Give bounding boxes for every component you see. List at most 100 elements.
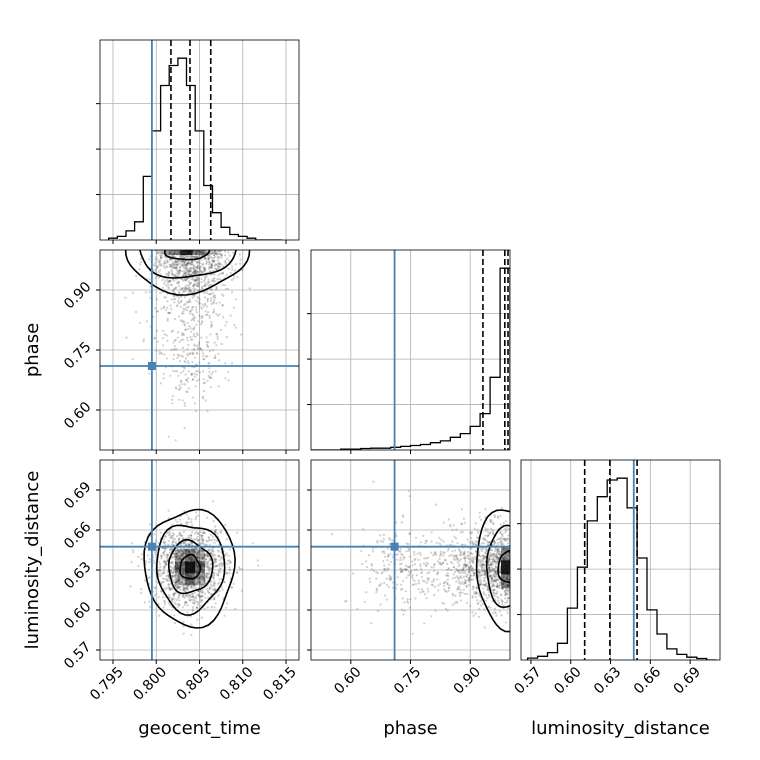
scatter-point [194, 280, 197, 283]
scatter-point [199, 591, 202, 594]
scatter-point [187, 301, 190, 304]
scatter-point [203, 296, 206, 299]
scatter-point [420, 575, 423, 578]
scatter-point [167, 517, 171, 520]
scatter-point [171, 597, 174, 600]
scatter-panel-geocent_time-luminosity_distance [96, 459, 300, 664]
scatter-point [199, 580, 202, 583]
scatter-point [453, 535, 456, 538]
scatter-point [407, 549, 410, 553]
scatter-point [197, 250, 200, 253]
scatter-point [186, 336, 189, 339]
scatter-point [195, 597, 198, 600]
scatter-point [192, 287, 195, 290]
scatter-point [201, 556, 204, 559]
scatter-point [147, 561, 150, 564]
scatter-point [180, 339, 183, 342]
scatter-point [458, 592, 461, 595]
scatter-point [192, 267, 195, 270]
scatter-point [186, 262, 189, 265]
scatter-point [168, 551, 172, 554]
scatter-point [186, 264, 189, 267]
scatter-point [200, 575, 203, 578]
scatter-point [190, 263, 193, 266]
scatter-point [491, 563, 494, 566]
scatter-point [174, 266, 177, 269]
scatter-point [452, 566, 455, 569]
scatter-point [188, 262, 191, 265]
scatter-point [233, 269, 236, 272]
scatter-point [207, 267, 210, 270]
scatter-point [505, 576, 508, 579]
scatter-point [166, 253, 169, 256]
scatter-point [464, 578, 467, 582]
scatter-point [440, 563, 443, 566]
scatter-point [191, 276, 194, 280]
scatter-point [181, 333, 185, 336]
scatter-point [163, 560, 166, 563]
scatter-point [197, 271, 200, 274]
scatter-point [494, 562, 497, 566]
scatter-point [489, 549, 492, 552]
scatter-point [420, 588, 423, 591]
scatter-point [166, 570, 169, 574]
scatter-point [197, 378, 200, 381]
scatter-point [240, 589, 243, 592]
scatter-point [478, 554, 481, 557]
scatter-point [484, 534, 487, 537]
scatter-point [432, 579, 435, 582]
scatter-point [172, 348, 175, 351]
scatter-point [196, 606, 199, 610]
scatter-point [493, 595, 496, 598]
scatter-point [213, 589, 216, 592]
scatter-point [427, 590, 430, 593]
scatter-point [193, 256, 196, 259]
scatter-point [173, 264, 176, 267]
scatter-point [166, 300, 169, 303]
scatter-point [194, 547, 197, 550]
scatter-point [452, 566, 456, 569]
scatter-point [484, 594, 487, 597]
scatter-point [163, 565, 166, 568]
scatter-point [461, 531, 464, 534]
scatter-point [486, 534, 489, 537]
scatter-point [198, 576, 202, 579]
scatter-point [159, 531, 162, 534]
scatter-point [203, 554, 206, 557]
scatter-point [171, 575, 174, 579]
scatter-point [166, 555, 169, 558]
scatter-point [470, 569, 474, 573]
scatter-point [206, 355, 209, 358]
scatter-point [206, 572, 209, 575]
scatter-point [212, 550, 215, 553]
scatter-point [430, 583, 433, 586]
scatter-point [389, 576, 392, 579]
scatter-point [175, 272, 178, 275]
scatter-point [198, 548, 201, 551]
scatter-point [495, 560, 498, 563]
scatter-point [162, 541, 165, 544]
scatter-point [507, 538, 510, 541]
scatter-point [490, 549, 494, 552]
scatter-point [196, 284, 199, 287]
scatter-point [167, 583, 170, 587]
scatter-point [186, 263, 189, 266]
scatter-point [501, 603, 504, 606]
scatter-point [501, 586, 504, 590]
scatter-point [486, 534, 490, 538]
scatter-point [480, 564, 483, 567]
scatter-point [167, 273, 170, 276]
scatter-point [173, 255, 176, 258]
scatter-point [375, 587, 378, 590]
scatter-point [179, 371, 183, 375]
scatter-point [477, 571, 481, 574]
scatter-point [198, 550, 201, 553]
scatter-point [408, 548, 411, 551]
scatter-point [506, 578, 509, 581]
scatter-point [165, 250, 168, 253]
scatter-point [185, 378, 188, 382]
scatter-point [185, 513, 188, 516]
panel-frame [99, 39, 300, 241]
scatter-point [462, 552, 465, 555]
scatter-point [163, 571, 166, 575]
